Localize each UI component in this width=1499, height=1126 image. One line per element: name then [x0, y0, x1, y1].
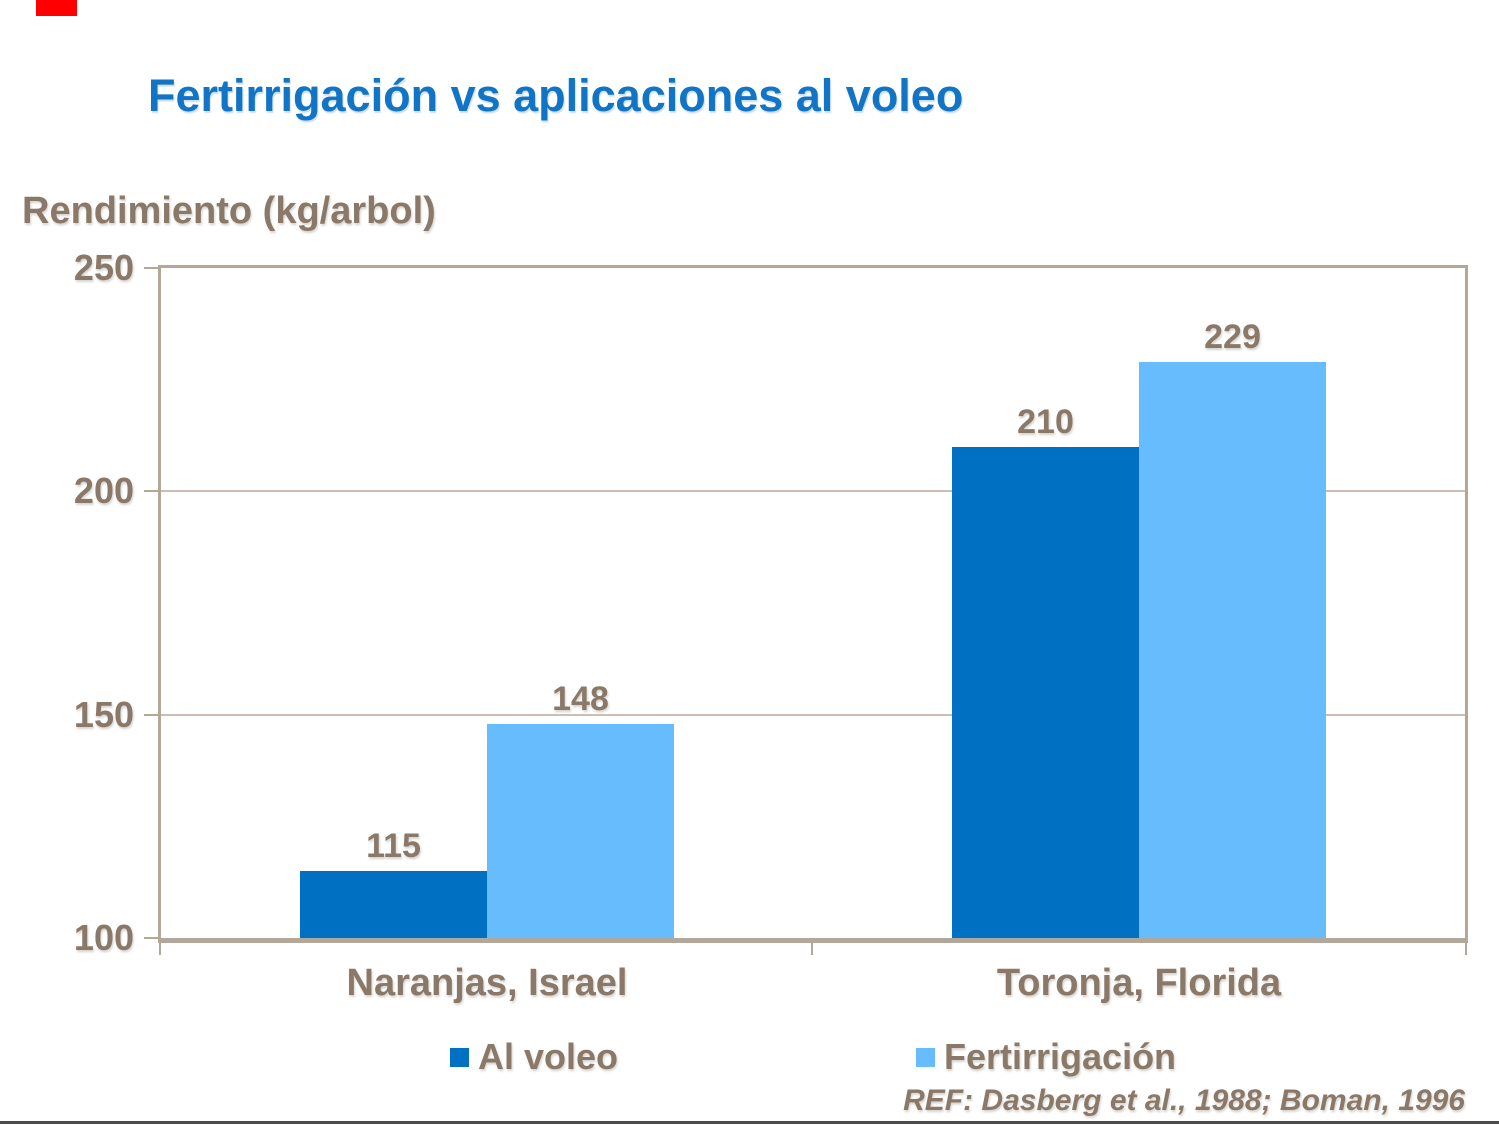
- y-axis-tick-label: 250: [73, 247, 134, 288]
- reference-text: REF: Dasberg et al., 1988; Boman, 1996: [903, 1084, 1465, 1117]
- legend-entry: Al voleo: [450, 1036, 618, 1078]
- bar-value-label: 210: [1017, 402, 1074, 441]
- y-axis-label: Rendimiento (kg/arbol): [22, 190, 436, 232]
- x-axis-tick: [1465, 943, 1467, 955]
- y-axis-tick-label: 150: [73, 693, 134, 735]
- legend-entry: Fertirrigación: [916, 1036, 1176, 1078]
- x-axis-tick: [811, 943, 813, 955]
- gridline: [161, 713, 1465, 716]
- category-label: Naranjas, Israel: [346, 962, 628, 1004]
- legend-label: Al voleo: [478, 1036, 619, 1077]
- y-axis-tick: [144, 937, 158, 939]
- chart-title: Fertirrigación vs aplicaciones al voleo: [148, 70, 964, 121]
- gridline: [161, 490, 1465, 493]
- bar-value-label: 229: [1204, 317, 1261, 356]
- bar-value-label: 115: [366, 827, 421, 865]
- y-axis-tick-label: 100: [73, 917, 134, 958]
- bottom-border-line: [0, 1121, 1499, 1124]
- y-axis-tick: [144, 713, 158, 716]
- bar-fertirrigacion: [487, 723, 674, 938]
- red-marker: [36, 0, 77, 16]
- legend-label: Fertirrigación: [944, 1036, 1177, 1077]
- bar-al-voleo: [300, 871, 487, 938]
- bar-value-label: 148: [552, 679, 609, 718]
- legend-swatch-fertirrigacion: [916, 1047, 935, 1067]
- bar-al-voleo: [952, 446, 1139, 938]
- y-axis-tick-label: 200: [73, 470, 134, 512]
- y-axis-tick: [144, 267, 158, 269]
- bar-fertirrigacion: [1139, 361, 1326, 938]
- y-axis-tick: [144, 490, 158, 493]
- category-label: Toronja, Florida: [996, 962, 1282, 1004]
- x-axis-tick: [159, 943, 161, 955]
- legend-swatch-al-voleo: [450, 1047, 469, 1067]
